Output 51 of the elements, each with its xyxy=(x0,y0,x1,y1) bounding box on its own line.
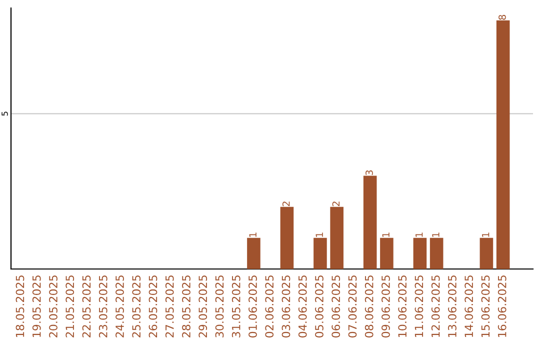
bar xyxy=(480,238,494,269)
bar xyxy=(430,238,444,269)
ref-line-label: 5 xyxy=(2,112,8,116)
x-tick-label: 31.05.2025 xyxy=(232,276,240,338)
data-label: 8 xyxy=(498,14,506,20)
data-label: 2 xyxy=(282,202,290,206)
bar xyxy=(496,20,510,269)
x-tick-label: 10.06.2025 xyxy=(398,276,407,337)
x-tick-label: 29.05.2025 xyxy=(198,276,208,338)
x-tick-label: 28.05.2025 xyxy=(182,276,190,338)
x-tick-label: 15.06.2025 xyxy=(481,276,490,337)
bar xyxy=(247,238,260,269)
x-tick-label: 26.05.2025 xyxy=(148,276,158,338)
x-tick-label: 01.06.2025 xyxy=(248,276,257,338)
bar xyxy=(363,176,377,269)
x-tick-label: 03.06.2025 xyxy=(282,276,290,338)
x-tick-label: 23.05.2025 xyxy=(98,276,108,338)
x-tick-label: 16.06.2025 xyxy=(498,276,506,337)
bar xyxy=(280,206,294,269)
x-tick-label: 24.05.2025 xyxy=(116,276,124,338)
x-tick-label: 20.05.2025 xyxy=(49,276,58,338)
x-tick-label: 13.06.2025 xyxy=(448,276,456,337)
x-tick-label: 22.05.2025 xyxy=(82,276,91,338)
x-tick-label: 07.06.2025 xyxy=(348,276,357,338)
data-label: 2 xyxy=(332,202,340,206)
x-tick-label: 18.05.2025 xyxy=(16,276,24,337)
data-label: 3 xyxy=(366,170,373,176)
x-tick-label: 08.06.2025 xyxy=(364,276,374,338)
x-tick-label: 12.06.2025 xyxy=(431,276,440,337)
x-tick-label: 21.05.2025 xyxy=(66,276,74,338)
data-label: 1 xyxy=(432,232,440,237)
data-label: 1 xyxy=(316,232,323,237)
x-tick-label: 30.05.2025 xyxy=(215,276,224,338)
data-label: 1 xyxy=(482,232,490,237)
x-tick-label: 02.06.2025 xyxy=(265,276,274,338)
x-tick-label: 05.06.2025 xyxy=(315,276,324,338)
bar xyxy=(314,238,327,269)
x-tick-label: 09.06.2025 xyxy=(382,276,390,338)
x-tick-label: 14.06.2025 xyxy=(464,276,474,337)
data-label: 1 xyxy=(249,232,256,237)
x-tick-label: 11.06.2025 xyxy=(414,276,424,337)
x-tick-label: 27.05.2025 xyxy=(165,276,174,338)
data-label: 1 xyxy=(382,232,390,237)
x-tick-label: 19.05.2025 xyxy=(32,276,41,337)
x-tick-label: 06.06.2025 xyxy=(332,276,340,338)
bar xyxy=(330,206,344,269)
bar xyxy=(413,238,427,269)
bar xyxy=(380,238,394,269)
data-label: 1 xyxy=(416,232,423,237)
x-tick-label: 04.06.2025 xyxy=(298,276,307,338)
x-tick-label: 25.05.2025 xyxy=(132,276,141,338)
